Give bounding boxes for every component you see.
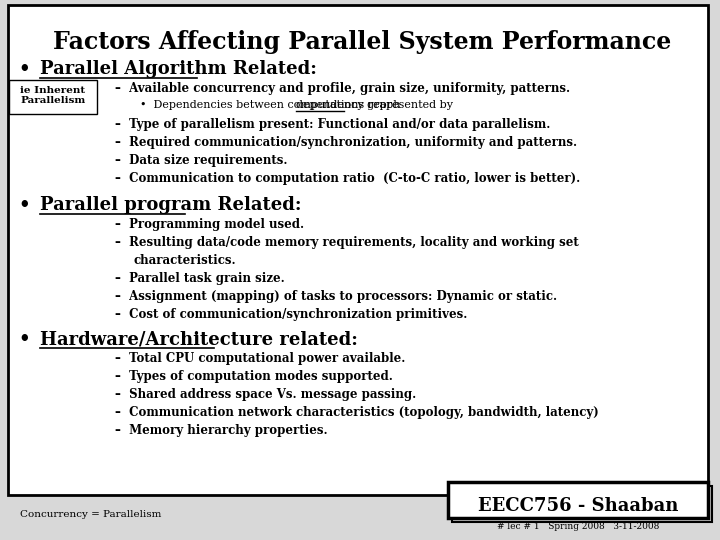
Text: –  Available concurrency and profile, grain size, uniformity, patterns.: – Available concurrency and profile, gra…	[115, 82, 570, 95]
Text: –  Data size requirements.: – Data size requirements.	[115, 154, 287, 167]
Text: –  Programming model used.: – Programming model used.	[115, 218, 304, 231]
Text: •: •	[18, 330, 30, 348]
Text: –  Memory hierarchy properties.: – Memory hierarchy properties.	[115, 424, 328, 437]
Text: Parallel program Related:: Parallel program Related:	[40, 196, 302, 214]
Text: –  Types of computation modes supported.: – Types of computation modes supported.	[115, 370, 393, 383]
Text: # lec # 1   Spring 2008   3-11-2008: # lec # 1 Spring 2008 3-11-2008	[497, 522, 660, 531]
Text: –  Parallel task grain size.: – Parallel task grain size.	[115, 272, 284, 285]
Text: Hardware/Architecture related:: Hardware/Architecture related:	[40, 330, 358, 348]
Text: –  Assignment (mapping) of tasks to processors: Dynamic or static.: – Assignment (mapping) of tasks to proce…	[115, 290, 557, 303]
Text: –  Communication to computation ratio  (C-to-C ratio, lower is better).: – Communication to computation ratio (C-…	[115, 172, 580, 185]
Text: –  Resulting data/code memory requirements, locality and working set: – Resulting data/code memory requirement…	[115, 236, 579, 249]
Bar	[452, 486, 712, 522]
Text: –  Communication network characteristics (topology, bandwidth, latency): – Communication network characteristics …	[115, 406, 599, 419]
Text: –  Required communication/synchronization, uniformity and patterns.: – Required communication/synchronization…	[115, 136, 577, 149]
Text: EECC756 - Shaaban: EECC756 - Shaaban	[478, 497, 678, 515]
Text: dependency graph: dependency graph	[296, 100, 400, 110]
Text: –  Type of parallelism present: Functional and/or data parallelism.: – Type of parallelism present: Functiona…	[115, 118, 550, 131]
Text: characteristics.: characteristics.	[133, 254, 235, 267]
Text: –  Total CPU computational power available.: – Total CPU computational power availabl…	[115, 352, 405, 365]
Text: •: •	[18, 196, 30, 214]
Text: •: •	[18, 60, 30, 78]
Text: Factors Affecting Parallel System Performance: Factors Affecting Parallel System Perfor…	[53, 30, 671, 54]
Text: •  Dependencies between computations represented by: • Dependencies between computations repr…	[140, 100, 456, 110]
Bar	[448, 482, 708, 518]
Bar	[9, 80, 97, 114]
Text: –  Cost of communication/synchronization primitives.: – Cost of communication/synchronization …	[115, 308, 467, 321]
Text: ie Inherent
Parallelism: ie Inherent Parallelism	[20, 86, 86, 105]
Text: Parallel Algorithm Related:: Parallel Algorithm Related:	[40, 60, 317, 78]
Text: –  Shared address space Vs. message passing.: – Shared address space Vs. message passi…	[115, 388, 416, 401]
Text: Concurrency = Parallelism: Concurrency = Parallelism	[20, 510, 161, 519]
